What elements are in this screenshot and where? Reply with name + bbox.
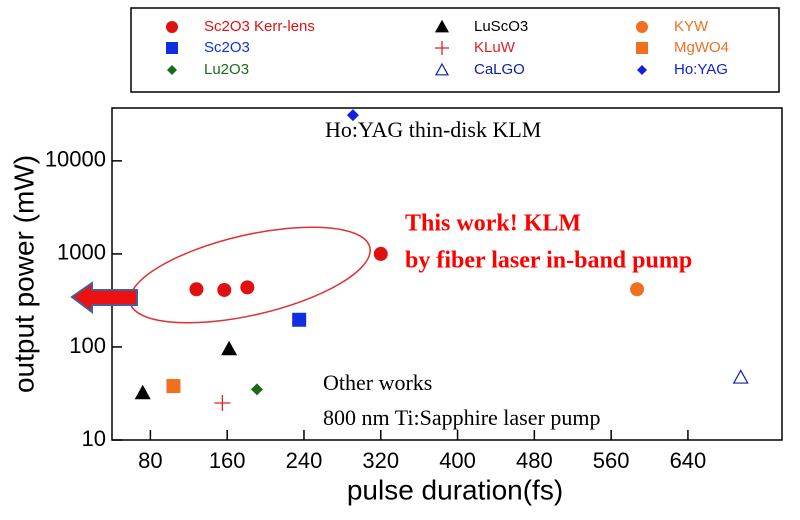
- y-tick-label: 10000: [45, 147, 106, 172]
- legend-label: Sc2O3 Kerr-lens: [204, 18, 315, 35]
- x-tick-label: 640: [670, 448, 707, 473]
- marker: [373, 246, 388, 261]
- marker: [292, 312, 307, 327]
- highlight-ellipse: [129, 226, 371, 324]
- annotation: 800 nm Ti:Sapphire laser pump: [323, 405, 600, 430]
- marker: [240, 280, 255, 295]
- legend-label: Lu2O3: [204, 61, 249, 78]
- y-tick-label: 1000: [57, 240, 106, 265]
- marker: [346, 109, 359, 122]
- legend-label: Ho:YAG: [674, 61, 728, 78]
- legend-label: KLuW: [474, 39, 516, 56]
- x-tick-label: 480: [516, 448, 553, 473]
- marker: [217, 282, 232, 297]
- marker: [214, 394, 231, 411]
- legend-label: CaLGO: [474, 61, 525, 78]
- plot-frame: [111, 107, 783, 441]
- x-axis-label: pulse duration(fs): [347, 474, 563, 505]
- legend-marker: [167, 65, 177, 75]
- marker: [134, 384, 151, 400]
- legend-marker: [434, 62, 450, 76]
- y-tick-label: 100: [69, 333, 106, 358]
- annotation: by fiber laser in-band pump: [405, 248, 692, 274]
- legend-label: KYW: [674, 18, 709, 35]
- legend-label: MgWO4: [674, 39, 729, 56]
- x-tick-label: 560: [593, 448, 630, 473]
- legend-marker: [166, 21, 178, 33]
- legend-marker: [636, 21, 648, 33]
- legend-label: LuScO3: [474, 18, 528, 35]
- marker: [630, 282, 645, 297]
- arrow: [70, 281, 138, 314]
- marker: [166, 379, 181, 394]
- marker: [221, 340, 238, 356]
- legend-marker: [166, 42, 178, 54]
- x-tick-label: 320: [362, 448, 399, 473]
- x-tick-label: 160: [209, 448, 246, 473]
- legend-label: Sc2O3: [204, 39, 250, 56]
- legend-marker: [636, 42, 648, 54]
- x-tick-label: 400: [439, 448, 476, 473]
- legend-marker: [434, 19, 450, 33]
- legend-marker: [435, 41, 449, 55]
- marker: [250, 383, 263, 396]
- annotation: This work! KLM: [405, 211, 581, 237]
- x-tick-label: 240: [286, 448, 323, 473]
- marker: [189, 282, 204, 297]
- y-tick-label: 10: [82, 426, 106, 451]
- legend-marker: [637, 65, 647, 75]
- annotation: Ho:YAG thin-disk KLM: [325, 117, 541, 142]
- marker: [732, 369, 749, 384]
- legend-box: [130, 7, 780, 93]
- x-tick-label: 80: [138, 448, 162, 473]
- y-axis-label: output power (mW): [8, 155, 39, 393]
- annotation: Other works: [323, 370, 432, 395]
